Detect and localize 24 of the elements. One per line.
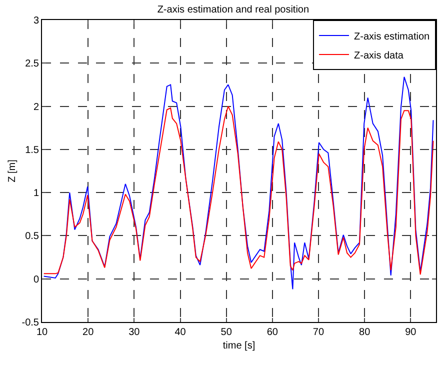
y-tick-label: 0 bbox=[33, 274, 40, 286]
x-tick-label: 30 bbox=[128, 327, 140, 338]
legend-label: Z-axis data bbox=[354, 50, 404, 62]
x-axis-title: time [s] bbox=[222, 340, 256, 352]
legend-label: Z-axis estimation bbox=[354, 31, 430, 42]
y-tick-label: 3 bbox=[33, 16, 40, 26]
x-tick-label: 10 bbox=[36, 327, 48, 338]
y-tick-label: 2.5 bbox=[25, 58, 40, 70]
x-tick-label: 40 bbox=[174, 327, 186, 338]
y-tick-label: 2 bbox=[33, 102, 40, 113]
chart-title: Z-axis estimation and real position bbox=[157, 4, 310, 16]
y-tick-label: -0.5 bbox=[22, 318, 40, 328]
y-tick-label: 1.5 bbox=[25, 144, 40, 156]
line-series bbox=[43, 76, 434, 290]
x-tick-label: 60 bbox=[266, 327, 278, 338]
x-tick-label: 50 bbox=[220, 327, 232, 338]
x-tick-label: 70 bbox=[312, 327, 324, 338]
y-tick-label: 1 bbox=[33, 188, 40, 200]
x-tick-label: 90 bbox=[405, 327, 417, 338]
y-tick-label: 0.5 bbox=[25, 231, 40, 242]
x-tick-label: 80 bbox=[359, 327, 371, 338]
line-series bbox=[43, 106, 434, 276]
y-axis-title: Z [m] bbox=[6, 159, 18, 182]
x-tick-label: 20 bbox=[82, 327, 94, 338]
